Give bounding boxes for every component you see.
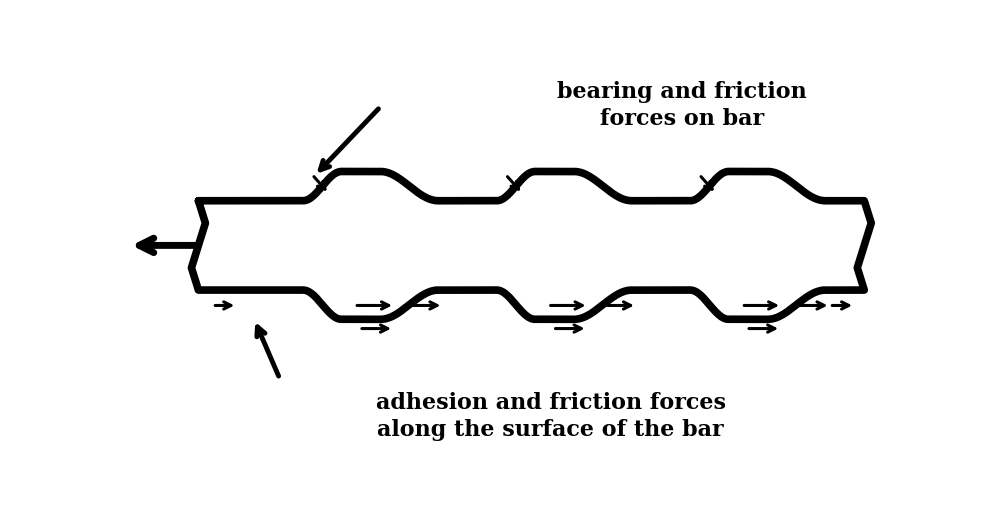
Text: bearing and friction
forces on bar: bearing and friction forces on bar [557, 81, 807, 130]
Text: adhesion and friction forces
along the surface of the bar: adhesion and friction forces along the s… [376, 392, 725, 441]
